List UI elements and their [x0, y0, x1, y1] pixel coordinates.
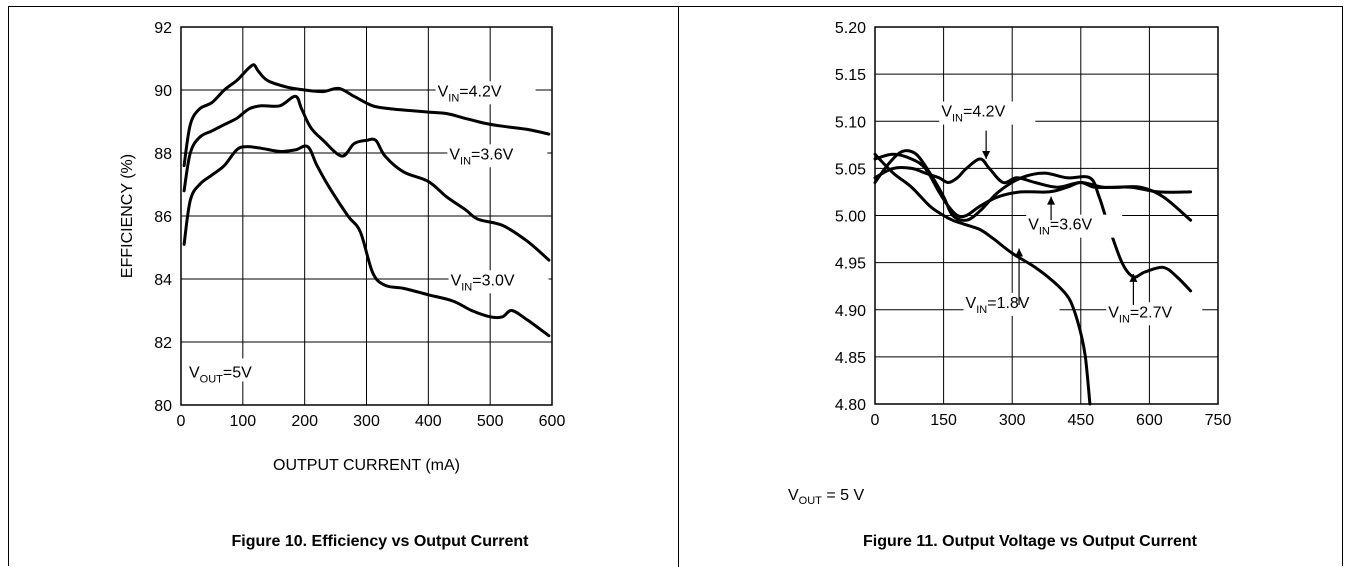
x-tick-label: 300	[999, 412, 1026, 429]
page-frame	[8, 6, 1343, 566]
y-tick-label: 5.05	[835, 161, 866, 178]
panel-divider	[678, 6, 679, 567]
x-tick-label: 0	[177, 413, 186, 430]
y-tick-label: 90	[154, 83, 172, 100]
x-tick-label: 200	[291, 413, 318, 430]
y-tick-label: 4.85	[835, 350, 866, 367]
series-label: VIN=4.2V	[941, 104, 1005, 125]
series-label-backing	[447, 144, 548, 168]
figure-10-caption: Figure 10. Efficiency vs Output Current	[231, 533, 529, 550]
y-tick-label: 80	[154, 398, 172, 415]
series-line	[873, 152, 1092, 406]
y-tick-label: 5.15	[835, 67, 866, 84]
y-tick-label: 5.00	[835, 209, 866, 226]
pointer-arrowhead	[1129, 273, 1138, 282]
x-axis-title: OUTPUT CURRENT (mA)	[273, 457, 460, 474]
series-line	[873, 149, 1193, 293]
series-label-backing	[448, 270, 549, 294]
series-label: VIN=3.6V	[449, 146, 513, 167]
series-label-backing	[963, 292, 1060, 316]
y-tick-label: 5.20	[835, 20, 866, 37]
x-tick-label: 0	[871, 412, 880, 429]
x-tick-label: 400	[415, 413, 442, 430]
y-axis-title: EFFICIENCY (%)	[119, 154, 136, 278]
y-tick-label: 92	[154, 20, 172, 37]
y-tick-label: 88	[154, 146, 172, 163]
series-label: VIN=3.6V	[1028, 217, 1092, 238]
plot-frame	[180, 26, 553, 406]
x-tick-label: 600	[1136, 412, 1163, 429]
x-tick-label: 450	[1067, 412, 1094, 429]
y-tick-label: 86	[154, 209, 172, 226]
series-label: VIN=2.7V	[1108, 304, 1172, 325]
x-tick-label: 100	[229, 413, 256, 430]
series-label-backing	[435, 81, 536, 105]
pointer-arrowhead	[1047, 196, 1056, 205]
y-tick-label: 4.90	[835, 303, 866, 320]
annotation-backing	[184, 358, 276, 382]
y-tick-label: 4.80	[835, 397, 866, 414]
figure-11-caption: Figure 11. Output Voltage vs Output Curr…	[863, 533, 1197, 550]
series-label-backing	[1106, 302, 1203, 326]
series-label: VIN=4.2V	[438, 83, 502, 104]
series-line	[182, 94, 551, 262]
vout-note: VOUT = 5 V	[788, 487, 865, 508]
y-tick-label: 82	[154, 335, 172, 352]
x-tick-label: 500	[477, 413, 504, 430]
y-tick-label: 84	[154, 272, 172, 289]
efficiency-chart: 0 100 200 300 400 500 600 80 82 84 86 88 90 92 OUTPUT …	[119, 20, 566, 474]
series-label-backing	[1026, 214, 1123, 238]
plot-frame	[874, 26, 1219, 405]
series-label-backing	[939, 101, 1036, 125]
x-tick-label: 750	[1205, 412, 1232, 429]
series-label: VIN=3.0V	[451, 272, 515, 293]
x-tick-label: 150	[930, 412, 957, 429]
y-tick-label: 4.95	[835, 256, 866, 273]
vout-annotation: VOUT=5V	[189, 365, 252, 386]
pointer-arrowhead	[982, 150, 991, 159]
y-tick-label: 5.10	[835, 114, 866, 131]
series-line	[182, 63, 551, 168]
x-tick-label: 600	[539, 413, 566, 430]
x-tick-label: 300	[353, 413, 380, 430]
pointer-arrowhead	[1015, 248, 1024, 257]
series-line	[182, 144, 551, 338]
